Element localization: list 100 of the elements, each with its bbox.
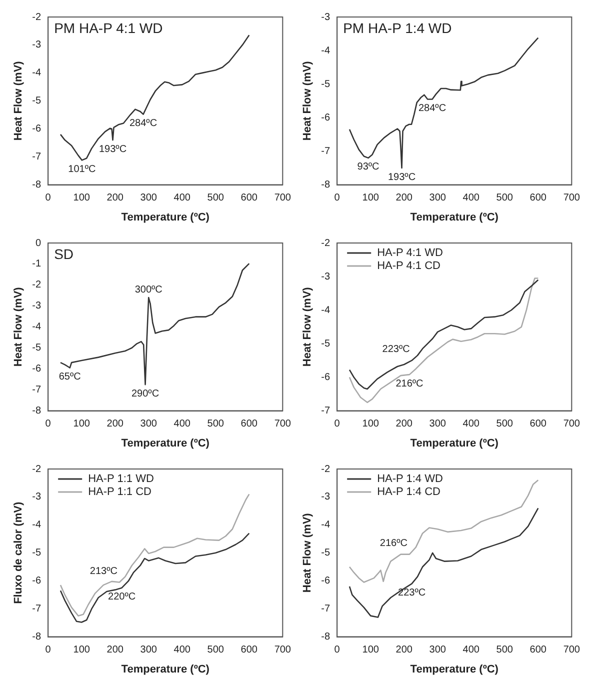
x-tick-label: 0: [45, 418, 52, 430]
x-tick-label: 200: [106, 644, 124, 656]
x-tick-label: 400: [174, 644, 191, 656]
y-tick-label: -7: [32, 604, 42, 615]
x-tick-label: 600: [530, 644, 547, 656]
annotation: 284ºC: [418, 102, 446, 114]
y-tick-label: -7: [32, 152, 42, 163]
x-tick-label: 0: [334, 418, 340, 430]
y-tick-label: -2: [321, 464, 331, 475]
y-axis-title: Heat Flow (mV): [12, 286, 25, 367]
y-tick-label: -5: [321, 78, 331, 90]
x-tick-label: 0: [334, 644, 340, 656]
annotation: 223ºC: [398, 587, 426, 598]
y-tick-label: -8: [32, 180, 42, 191]
y-axis-title: Heat Flow (mV): [302, 286, 314, 367]
annotation: 213ºC: [90, 566, 118, 578]
y-axis-title: Heat Flow (mV): [12, 60, 25, 141]
y-tick-label: -5: [32, 96, 42, 107]
annotation: 290ºC: [131, 388, 160, 400]
x-tick-label: 200: [106, 192, 124, 204]
y-tick-label: -5: [32, 342, 42, 354]
y-tick-label: -4: [32, 322, 42, 333]
y-tick-label: -8: [32, 632, 42, 643]
y-tick-label: -7: [321, 604, 331, 615]
y-tick-label: -3: [321, 271, 331, 282]
x-tick-label: 200: [106, 418, 124, 430]
legend-label: HA-P 1:1 CD: [88, 486, 152, 498]
x-tick-label: 500: [496, 418, 514, 430]
y-tick-label: -6: [321, 112, 331, 124]
x-tick-label: 100: [362, 418, 380, 430]
x-tick-label: 100: [73, 418, 90, 430]
x-tick-label: 200: [396, 192, 413, 204]
x-tick-label: 400: [174, 192, 191, 204]
x-tick-label: 300: [140, 192, 158, 204]
y-tick-label: -8: [32, 406, 42, 417]
x-tick-label: 600: [530, 192, 547, 204]
x-tick-label: 200: [396, 644, 413, 656]
annotation: 193ºC: [98, 144, 127, 155]
annotation: 65ºC: [58, 372, 81, 383]
x-tick-label: 300: [429, 418, 446, 430]
x-tick-label: 0: [45, 192, 52, 204]
x-tick-label: 700: [274, 192, 292, 204]
x-tick-label: 500: [496, 644, 514, 656]
x-tick-label: 600: [240, 644, 258, 656]
legend-label: HA-P 4:1 CD: [377, 260, 441, 272]
y-tick-label: -4: [321, 520, 331, 531]
y-tick-label: -8: [321, 632, 331, 643]
annotation: 284ºC: [129, 118, 158, 130]
y-tick-label: -5: [32, 548, 42, 559]
annotation: 223ºC: [382, 344, 410, 356]
x-tick-label: 100: [73, 192, 90, 204]
x-axis-title: Temperature (ºC): [121, 663, 210, 676]
annotation: 216ºC: [396, 378, 424, 390]
y-tick-label: -3: [321, 12, 331, 23]
chart-title: PM HA-P 1:4 WD: [343, 20, 452, 36]
y-tick-label: -5: [321, 338, 331, 350]
legend-label: HA-P 1:1 WD: [88, 473, 154, 486]
y-tick-label: -4: [321, 45, 331, 56]
y-tick-label: -6: [32, 124, 42, 135]
x-tick-label: 700: [563, 192, 580, 204]
y-axis-title: Heat Flow (mV): [302, 60, 314, 141]
x-tick-label: 700: [563, 418, 580, 430]
chart-title: PM HA-P 4:1 WD: [54, 20, 163, 36]
x-tick-label: 700: [274, 418, 292, 430]
x-tick-label: 100: [73, 644, 90, 656]
y-tick-label: -4: [32, 68, 42, 79]
x-tick-label: 0: [45, 644, 52, 656]
y-tick-label: -6: [32, 576, 42, 587]
y-tick-label: -2: [32, 464, 42, 475]
y-tick-label: -3: [32, 300, 42, 312]
annotation: 300ºC: [134, 284, 162, 296]
x-axis-title: Temperature (ºC): [121, 211, 210, 224]
x-tick-label: 400: [462, 192, 480, 204]
x-tick-label: 400: [174, 418, 191, 430]
y-tick-label: -7: [321, 406, 331, 417]
x-tick-label: 700: [274, 644, 292, 656]
y-tick-label: -3: [32, 492, 42, 503]
y-tick-label: 0: [36, 238, 42, 249]
annotation: 193ºC: [388, 172, 416, 183]
y-tick-label: -5: [321, 548, 331, 559]
y-tick-label: -2: [32, 12, 42, 23]
x-tick-label: 500: [207, 644, 224, 656]
chart-title: SD: [54, 246, 74, 262]
x-axis-title: Temperature (ºC): [410, 663, 499, 676]
y-axis-title: Fluxo de calor (mV): [12, 502, 25, 604]
x-tick-label: 0: [334, 192, 340, 204]
x-tick-label: 600: [240, 192, 258, 204]
x-tick-label: 500: [207, 192, 224, 204]
y-tick-label: -3: [32, 40, 42, 51]
y-tick-label: -7: [32, 384, 42, 396]
y-tick-label: -6: [321, 576, 331, 587]
x-tick-label: 600: [240, 418, 258, 430]
x-tick-label: 300: [140, 418, 158, 430]
y-tick-label: -6: [32, 364, 42, 375]
legend-label: HA-P 1:4 CD: [377, 486, 441, 498]
legend-label: HA-P 1:4 WD: [377, 473, 443, 486]
x-tick-label: 300: [429, 192, 446, 204]
x-tick-label: 300: [429, 644, 446, 656]
x-tick-label: 400: [462, 418, 480, 430]
annotation: 220ºC: [108, 592, 136, 603]
